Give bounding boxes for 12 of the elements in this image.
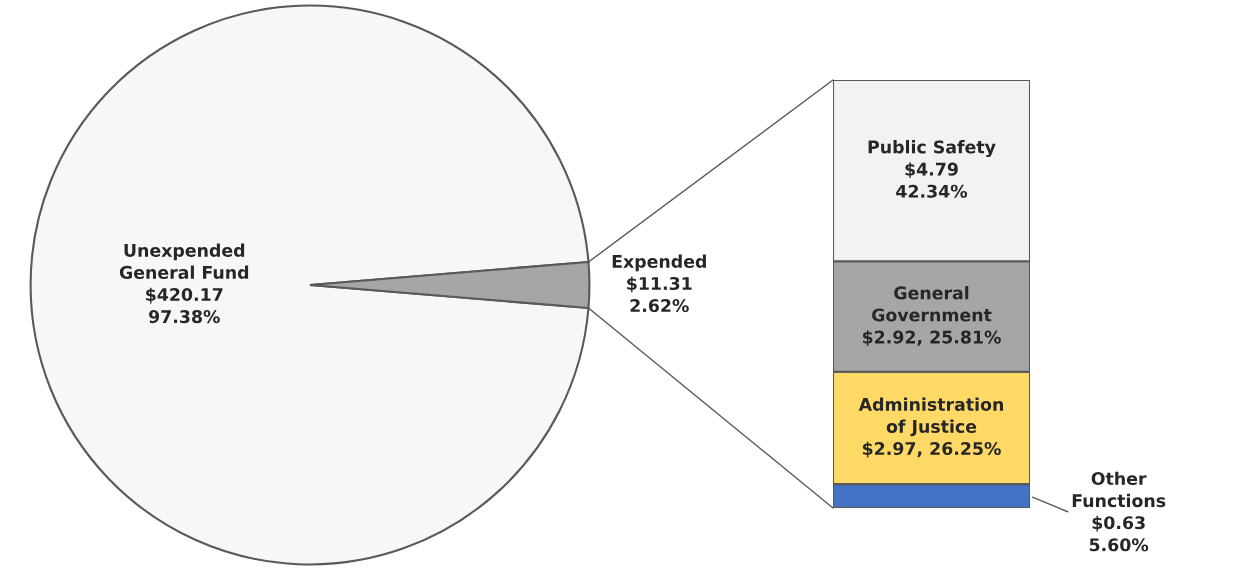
data-label: $2.92, 25.81% <box>862 330 1001 346</box>
data-label: $2.97, 26.25% <box>862 441 1001 458</box>
data-label: $11.31 2.62% <box>627 276 692 313</box>
data-label: $4.79 42.34% <box>896 162 968 198</box>
series-label: Administration of Justice <box>858 397 1003 437</box>
series-label: Public Safety <box>868 140 996 158</box>
slice-label: Expended <box>612 254 706 272</box>
text: Other Functions <box>1072 471 1166 508</box>
series-label: General Government <box>872 286 992 322</box>
slice-label: Unexpended General Fund <box>119 243 249 279</box>
data-label: $420.17 97.38% <box>146 287 223 324</box>
data-label: $0.63 5.60% <box>1089 515 1149 552</box>
